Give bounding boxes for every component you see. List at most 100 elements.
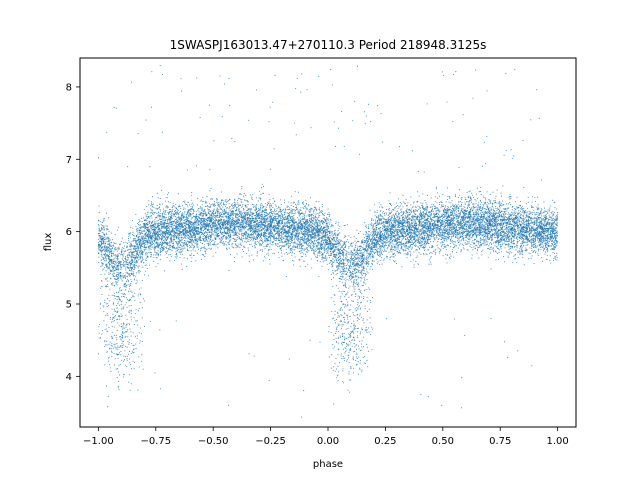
data-point [506,210,508,212]
data-point [364,289,366,291]
data-point [339,266,341,268]
data-point [354,245,357,247]
data-point [357,299,359,301]
data-point [190,261,192,263]
data-point [525,223,527,225]
data-point [166,238,168,240]
data-point [224,242,226,245]
data-point [468,200,471,202]
data-point [377,248,379,250]
data-point [536,232,538,234]
data-point [448,256,451,259]
data-point [346,256,348,258]
data-point [197,223,199,225]
data-point [338,336,340,338]
data-point [120,313,122,315]
data-point [337,224,339,226]
data-point [220,216,222,218]
data-point [341,110,343,112]
data-point [337,268,339,270]
data-point [134,239,136,241]
data-point [408,237,410,239]
data-point [526,249,528,251]
data-point [159,238,161,240]
data-point [334,248,336,250]
data-point [363,356,366,358]
data-point [378,215,380,218]
data-point [544,214,546,216]
data-point [431,208,434,210]
data-point [456,236,458,238]
data-point [132,231,134,233]
data-point [326,218,328,220]
data-point [364,290,366,292]
data-point [323,240,325,242]
data-point [469,219,471,221]
data-point [138,251,140,253]
data-point [509,228,511,230]
data-point [442,222,444,224]
data-point [154,247,156,249]
data-point [524,217,526,219]
data-point [197,197,199,199]
data-point [348,379,350,381]
data-point [410,248,412,250]
data-point [402,195,404,197]
data-point [379,248,381,250]
data-point [344,357,346,359]
data-point [102,232,104,234]
data-point [103,228,105,230]
data-point [455,71,457,73]
data-point [112,282,114,284]
data-point [293,209,295,211]
data-point [126,329,129,331]
data-point [337,324,340,327]
data-point [346,271,349,273]
data-point [183,216,185,218]
data-point [334,304,336,306]
data-point [334,310,336,312]
data-point [379,223,381,225]
data-point [294,213,296,215]
data-point [364,111,366,113]
data-point [528,258,530,260]
data-point [196,245,198,247]
data-point [137,335,139,337]
data-point [430,220,433,222]
data-point [127,280,129,282]
data-point [178,228,180,230]
data-point [420,253,422,255]
data-point [133,260,135,262]
data-point [490,242,492,244]
data-point [356,352,358,354]
data-point [472,224,474,227]
data-point [129,389,131,391]
data-point [130,226,132,228]
data-point [510,149,512,151]
data-point [150,228,152,230]
data-point [244,246,246,249]
data-point [401,238,403,240]
data-point [388,225,390,227]
data-point [346,338,348,340]
data-point [484,242,486,244]
data-point [120,354,122,356]
data-point [121,263,124,265]
data-point [375,245,377,247]
data-point [169,253,171,255]
data-point [402,226,404,228]
data-point [368,331,370,333]
data-point [429,211,431,213]
data-point [126,359,128,361]
data-point [554,221,556,223]
data-point [495,220,497,222]
data-point [380,112,382,115]
data-point [531,255,533,257]
data-point [283,241,286,243]
data-point [259,212,261,214]
data-point [540,219,543,221]
data-point [295,134,297,136]
data-point [144,250,146,252]
data-point [341,246,343,249]
data-point [399,219,401,222]
